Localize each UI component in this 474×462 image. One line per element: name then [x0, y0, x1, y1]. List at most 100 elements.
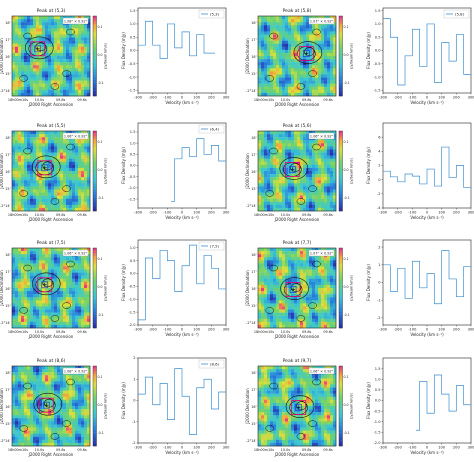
- map-pixel: [270, 324, 274, 329]
- map-pixel: [309, 161, 313, 166]
- x-tick-label: 200: [453, 96, 461, 100]
- map-pixel: [51, 19, 55, 23]
- map-pixel: [42, 412, 46, 416]
- map-pixel: [297, 80, 301, 84]
- map-pixel: [312, 152, 316, 156]
- map-pixel: [261, 297, 265, 301]
- map-pixel: [87, 22, 91, 26]
- map-pixel: [87, 89, 91, 94]
- map-pixel: [63, 278, 67, 283]
- map-pixel: [300, 74, 304, 78]
- map-pixel: [291, 52, 295, 57]
- map-pixel: [27, 442, 31, 447]
- map-pixel: [288, 65, 292, 69]
- map-pixel: [48, 248, 52, 252]
- map-pixel: [324, 143, 328, 147]
- map-pixel: [300, 272, 304, 276]
- map-pixel: [297, 40, 301, 44]
- dec-tick-label: 17': [251, 270, 256, 274]
- map-pixel: [288, 19, 292, 23]
- map-pixel: [33, 254, 37, 258]
- colorbar-step: [339, 24, 343, 27]
- map-pixel: [300, 52, 304, 57]
- map-pixel: [21, 189, 25, 193]
- map-pixel: [33, 409, 37, 413]
- map-pixel: [39, 189, 43, 193]
- map-pixel: [327, 306, 331, 310]
- map-pixel: [78, 269, 82, 273]
- map-pixel: [69, 25, 73, 29]
- map-pixel: [15, 92, 19, 97]
- map-pixel: [33, 25, 37, 29]
- map-pixel: [15, 89, 19, 94]
- map-pixel: [330, 155, 334, 159]
- map-pixel: [27, 161, 31, 166]
- map-pixel: [15, 49, 19, 54]
- map-pixel: [72, 309, 76, 313]
- map-pixel: [87, 158, 91, 162]
- map-pixel: [330, 248, 334, 252]
- map-pixel: [261, 52, 265, 57]
- contour: [31, 155, 61, 179]
- map-pixel: [48, 177, 52, 181]
- map-pixel: [18, 306, 22, 310]
- map-pixel: [321, 275, 325, 279]
- map-pixel: [54, 134, 58, 138]
- map-pixel: [15, 433, 19, 437]
- map-pixel: [48, 433, 52, 437]
- dec-tick-label: 18': [251, 136, 256, 140]
- map-pixel: [315, 65, 319, 69]
- map-pixel: [330, 34, 334, 38]
- map-pixel: [51, 306, 55, 310]
- map-pixel: [315, 260, 319, 264]
- map-pixel: [24, 89, 28, 94]
- map-pixel: [267, 167, 271, 172]
- map-pixel: [312, 131, 316, 135]
- map-pixel: [324, 167, 328, 172]
- ra-tick-label: 18h00m10s: [8, 98, 28, 102]
- map-pixel: [309, 34, 313, 38]
- map-pixel: [321, 324, 325, 329]
- map-pixel: [312, 186, 316, 190]
- map-pixel: [57, 131, 61, 135]
- map-pixel: [15, 294, 19, 298]
- map-pixel: [300, 31, 304, 35]
- map-pixel: [261, 37, 265, 41]
- map-pixel: [75, 195, 79, 199]
- x-tick-label: 100: [438, 211, 446, 215]
- map-pixel: [285, 65, 289, 69]
- map-pixel: [291, 43, 295, 47]
- map-pixel: [75, 266, 79, 270]
- map-pixel: [72, 315, 76, 319]
- map-pixel: [288, 324, 292, 329]
- map-pixel: [258, 74, 262, 78]
- map-pixel: [315, 189, 319, 193]
- map-pixel: [309, 56, 313, 60]
- map-pixel: [333, 248, 337, 252]
- map-pixel: [327, 16, 331, 20]
- map-pixel: [312, 257, 316, 261]
- map-pixel: [12, 402, 16, 407]
- map-pixel: [45, 43, 49, 47]
- map-pixel: [78, 321, 82, 326]
- colorbar-step: [93, 34, 97, 38]
- map-pixel: [264, 171, 268, 175]
- map-pixel: [15, 309, 19, 313]
- map-pixel: [33, 195, 37, 199]
- map-pixel: [18, 62, 22, 66]
- map-pixel: [36, 415, 40, 419]
- map-pixel: [27, 16, 31, 20]
- map-pixel: [330, 43, 334, 47]
- map-pixel: [276, 62, 280, 66]
- map-pixel: [330, 28, 334, 32]
- map-pixel: [327, 312, 331, 316]
- map-pixel: [69, 294, 73, 298]
- map-pixel: [306, 260, 310, 264]
- map-pixel: [318, 65, 322, 69]
- map-pixel: [15, 74, 19, 78]
- beam-badge: 1.07" × 0.92": [310, 252, 334, 256]
- map-pixel: [267, 248, 271, 252]
- y-tick-label: -1: [377, 298, 381, 302]
- map-pixel: [297, 266, 301, 270]
- map-pixel: [69, 28, 73, 32]
